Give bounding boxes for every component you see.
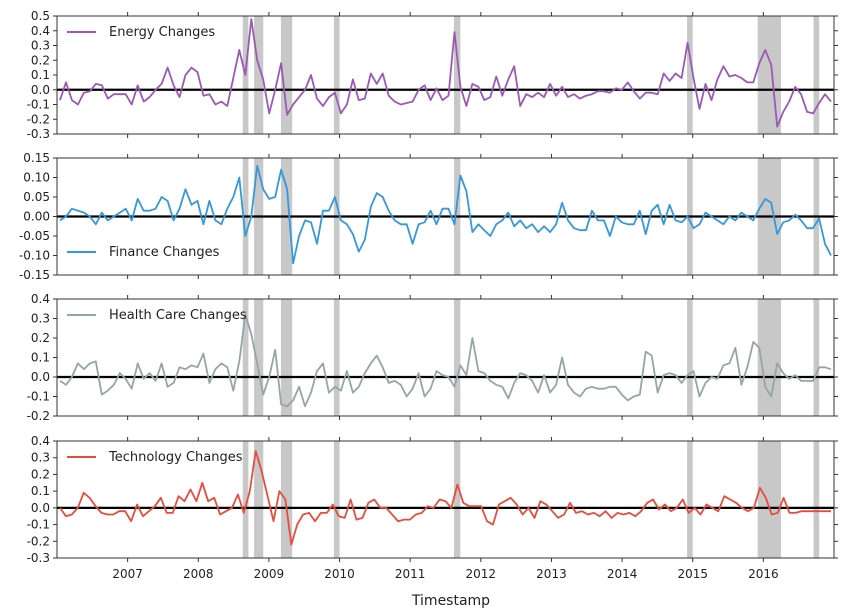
y-tick-label: -0.3 xyxy=(27,551,50,565)
shaded-period xyxy=(254,299,264,416)
shaded-period xyxy=(254,16,264,134)
x-tick-label: 2011 xyxy=(395,567,426,581)
y-tick-label: 0.4 xyxy=(31,24,50,38)
shaded-period xyxy=(687,16,693,134)
legend-label: Health Care Changes xyxy=(109,308,247,323)
y-tick-label: 0.5 xyxy=(31,9,50,23)
panel-2: -0.15 -0.10 -0.05 0.00 0.05 0.10 0.15 Finance C… xyxy=(19,151,838,282)
y-tick-label: 0.2 xyxy=(31,53,50,67)
panel-1: -0.3-0.2-0.10.00.10.20.30.40.5 Energy Cha… xyxy=(27,9,838,141)
y-tick-label: -0.10 xyxy=(19,249,50,263)
y-tick-label: -0.3 xyxy=(27,127,50,141)
y-tick-label: -0.05 xyxy=(19,229,50,243)
legend: Technology Changes xyxy=(67,450,243,465)
y-tick-label: 0.1 xyxy=(31,68,50,82)
y-tick-label: 0.1 xyxy=(31,351,50,365)
y-tick-label: 0.3 xyxy=(31,451,50,465)
shaded-period xyxy=(333,299,340,416)
panel-frame xyxy=(56,15,835,135)
x-tick-label: 2008 xyxy=(183,567,214,581)
shaded-period xyxy=(242,441,249,558)
y-tick-label: 0.0 xyxy=(31,370,50,384)
y-tick-label: 0.10 xyxy=(23,171,50,185)
shaded-period xyxy=(242,299,249,416)
shaded-period xyxy=(453,441,461,558)
y-tick-label: 0.2 xyxy=(31,467,50,481)
shaded-period xyxy=(757,16,782,134)
y-tick-label: 0.4 xyxy=(31,292,50,306)
series-line xyxy=(59,313,832,408)
shaded-period xyxy=(333,16,340,134)
x-axis: 2007 2008 2009 2010 2011 2012 2013 2014 2015 2016 xyxy=(112,567,778,581)
y-tick-label: 0.05 xyxy=(23,190,50,204)
y-tick-label: -0.15 xyxy=(19,268,50,282)
legend-label: Technology Changes xyxy=(108,450,243,465)
y-tick-label: -0.1 xyxy=(27,98,50,112)
shaded-period xyxy=(757,441,782,558)
y-tick-label: -0.1 xyxy=(27,518,50,532)
series-line xyxy=(59,164,832,265)
panel-frame xyxy=(56,440,835,559)
x-tick-label: 2014 xyxy=(607,567,638,581)
series-line xyxy=(59,18,832,128)
y-tick-label: 0.4 xyxy=(31,434,50,448)
shaded-period xyxy=(687,441,693,558)
shaded-period xyxy=(813,299,820,416)
y-tick-label: -0.2 xyxy=(27,112,50,126)
legend: Health Care Changes xyxy=(67,308,247,323)
shaded-period xyxy=(813,441,820,558)
legend-label: Energy Changes xyxy=(109,25,215,40)
y-tick-label: 0.0 xyxy=(31,83,50,97)
y-tick-label: 0.2 xyxy=(31,331,50,345)
shaded-period xyxy=(254,441,264,558)
y-tick-label: -0.2 xyxy=(27,409,50,423)
y-tick-label: 0.3 xyxy=(31,312,50,326)
panel-frame xyxy=(56,298,835,417)
x-tick-label: 2013 xyxy=(536,567,567,581)
shaded-period xyxy=(687,299,693,416)
shaded-period xyxy=(453,299,461,416)
shaded-period xyxy=(280,441,293,558)
panel-3: -0.2 -0.1 0.0 0.1 0.2 0.3 0.4 Health Care Chang… xyxy=(27,292,838,423)
shaded-period xyxy=(280,16,293,134)
x-tick-label: 2007 xyxy=(112,567,143,581)
x-tick-label: 2009 xyxy=(254,567,285,581)
y-tick-label: 0.00 xyxy=(23,210,50,224)
x-axis-label: Timestamp xyxy=(411,593,490,609)
shaded-period xyxy=(280,299,293,416)
y-tick-label: 0.1 xyxy=(31,484,50,498)
panel-4: -0.3 -0.2 -0.1 0.0 0.1 0.2 0.3 0.4 Technology Ch… xyxy=(27,434,838,565)
shaded-period xyxy=(757,299,782,416)
y-tick-label: 0.15 xyxy=(23,151,50,165)
shaded-period xyxy=(333,441,340,558)
x-tick-label: 2015 xyxy=(677,567,708,581)
x-tick-label: 2016 xyxy=(748,567,779,581)
x-tick-label: 2012 xyxy=(466,567,497,581)
x-tick-label: 2010 xyxy=(324,567,355,581)
legend: Finance Changes xyxy=(67,245,220,260)
y-tick-label: -0.1 xyxy=(27,390,50,404)
legend-label: Finance Changes xyxy=(109,245,220,260)
y-tick-label: 0.3 xyxy=(31,39,50,53)
y-tick-label: 0.0 xyxy=(31,501,50,515)
legend: Energy Changes xyxy=(67,25,215,40)
y-tick-label: -0.2 xyxy=(27,534,50,548)
series-line xyxy=(59,450,831,546)
shaded-period xyxy=(813,16,820,134)
panel-frame xyxy=(56,157,835,276)
shaded-period xyxy=(453,16,461,134)
